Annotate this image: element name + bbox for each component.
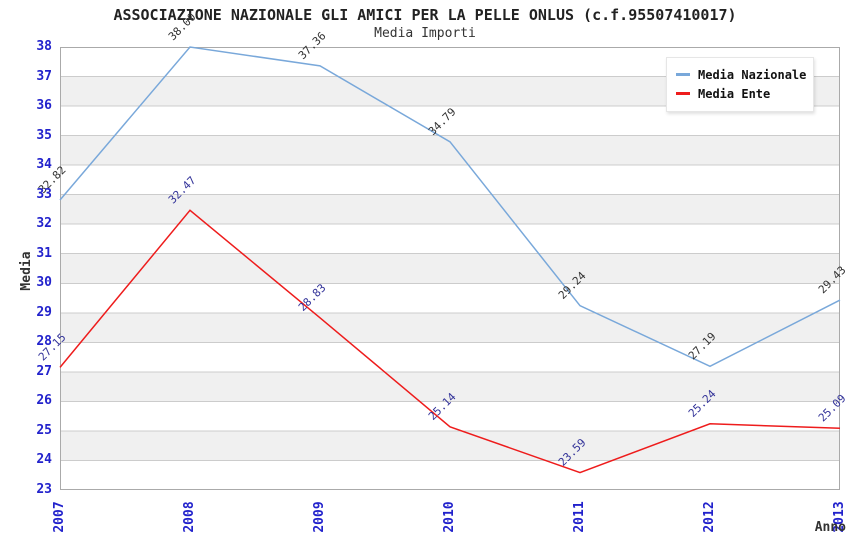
plot-band: [60, 460, 840, 491]
series-line-ente: [59, 209, 841, 474]
plot-band: [60, 253, 840, 284]
legend-item: Media Ente: [676, 84, 805, 103]
x-tick-label: 2007: [52, 501, 67, 533]
plot-canvas: 32.8238.0037.3634.7929.2427.1929.4327.15…: [36, 11, 849, 491]
y-tick-label: 24: [36, 452, 52, 467]
x-tick-label: 2011: [572, 501, 587, 533]
y-tick-label: 26: [36, 393, 52, 408]
x-tick-label: 2009: [312, 501, 327, 533]
y-tick-label: 37: [36, 69, 52, 84]
x-tick-label: 2010: [442, 501, 457, 533]
legend-label: Media Nazionale: [698, 67, 807, 82]
y-tick-label: 38: [36, 39, 52, 54]
y-tick-label: 27: [36, 364, 52, 379]
y-tick-label: 23: [36, 482, 52, 497]
x-axis-title: Anno: [814, 520, 846, 535]
plot-band: [60, 165, 840, 196]
plot-area: 32.82 38.00 37.36 34.79 29.24 27.19 29.43 27.15…: [36, 11, 849, 491]
plot-border: [60, 47, 840, 490]
chart-subtitle: Media Importi: [374, 26, 476, 41]
y-tick-label: 35: [36, 128, 52, 143]
y-tick-label: 30: [36, 275, 52, 290]
plot-band: [60, 342, 840, 373]
plot-band: [60, 135, 840, 166]
legend-line-icon: [676, 92, 690, 95]
y-tick-label: 33: [36, 187, 52, 202]
plot-band: [60, 371, 840, 402]
y-tick-label: 29: [36, 305, 52, 320]
legend-label: Media Ente: [698, 86, 771, 101]
y-tick-label: 25: [36, 423, 52, 438]
series-line-nazionale: [59, 46, 841, 368]
x-tick-label: 2012: [702, 501, 717, 533]
x-tick-label: 2008: [182, 501, 197, 533]
y-tick-label: 28: [36, 334, 52, 349]
plot-band: [60, 430, 840, 461]
chart-title: ASSOCIAZIONE NAZIONALE GLI AMICI PER LA …: [113, 6, 737, 24]
y-tick-label: 36: [36, 98, 52, 113]
legend-item: Media Nazionale: [676, 65, 807, 84]
y-tick-label: 32: [36, 216, 52, 231]
plot-band: [60, 283, 840, 314]
y-tick-label: 31: [36, 246, 52, 261]
legend: Media Nazionale Media Ente: [666, 57, 814, 112]
y-axis-title: Media: [19, 251, 34, 291]
legend-line-icon: [676, 73, 690, 76]
y-tick-label: 34: [36, 157, 52, 172]
plot-band: [60, 312, 840, 343]
plot-band: [60, 224, 840, 255]
